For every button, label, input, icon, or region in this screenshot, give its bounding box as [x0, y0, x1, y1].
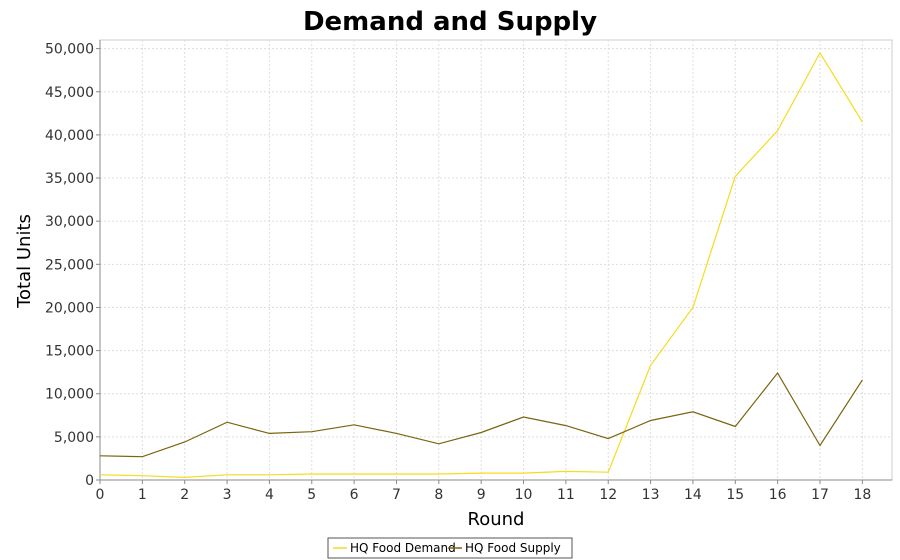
plot-background — [99, 39, 893, 481]
x-tick-label: 11 — [557, 487, 575, 503]
x-tick-label: 6 — [350, 487, 359, 503]
series-line-demand — [99, 51, 863, 479]
legend: HQ Food Demand HQ Food Supply — [327, 537, 573, 559]
x-tick-label: 13 — [642, 487, 660, 503]
plot-area — [99, 39, 893, 481]
series-lines — [99, 51, 863, 479]
series-line-supply — [99, 371, 863, 458]
x-tick-label: 1 — [138, 487, 147, 503]
y-tick-label: 10,000 — [45, 387, 94, 403]
x-tick-label: 0 — [96, 487, 105, 503]
axes — [96, 40, 892, 484]
grid-lines — [100, 40, 892, 480]
x-axis-label: Round — [468, 509, 525, 530]
y-tick-label: 15,000 — [45, 344, 94, 360]
x-tick-label: 2 — [180, 487, 189, 503]
y-tick-label: 25,000 — [45, 257, 94, 273]
x-tick-label: 12 — [599, 487, 617, 503]
x-tick-labels: 0 1 2 3 4 5 6 7 8 9 10 11 12 13 14 15 16 17 18 — [96, 487, 872, 503]
y-tick-label: 20,000 — [45, 300, 94, 316]
x-tick-label: 14 — [684, 487, 702, 503]
chart-title: Demand and Supply — [303, 7, 597, 37]
y-tick-label: 45,000 — [45, 85, 94, 101]
x-tick-label: 4 — [265, 487, 274, 503]
x-tick-label: 17 — [811, 487, 829, 503]
x-tick-label: 10 — [515, 487, 533, 503]
y-tick-label: 35,000 — [45, 171, 94, 187]
x-tick-label: 3 — [223, 487, 232, 503]
x-tick-label: 8 — [434, 487, 443, 503]
y-tick-label: 0 — [85, 473, 94, 489]
x-tick-label: 7 — [392, 487, 401, 503]
y-axis-label: Total Units — [14, 214, 35, 309]
x-tick-label: 16 — [769, 487, 787, 503]
y-tick-label: 5,000 — [54, 430, 94, 446]
legend-label: HQ Food Demand — [350, 541, 456, 555]
y-tick-label: 30,000 — [45, 214, 94, 230]
legend-label: HQ Food Supply — [465, 541, 561, 555]
x-tick-label: 9 — [477, 487, 486, 503]
x-tick-label: 5 — [307, 487, 316, 503]
x-tick-label: 18 — [853, 487, 871, 503]
y-tick-label: 40,000 — [45, 128, 94, 144]
y-tick-label: 50,000 — [45, 42, 94, 58]
x-tick-label: 15 — [726, 487, 744, 503]
y-tick-labels: 0 5,000 10,000 15,000 20,000 25,000 30,000 35,0… — [45, 42, 94, 489]
